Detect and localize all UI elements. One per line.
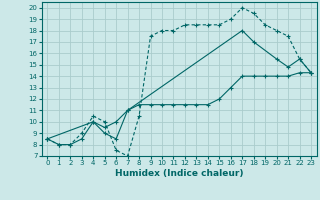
- X-axis label: Humidex (Indice chaleur): Humidex (Indice chaleur): [115, 169, 244, 178]
